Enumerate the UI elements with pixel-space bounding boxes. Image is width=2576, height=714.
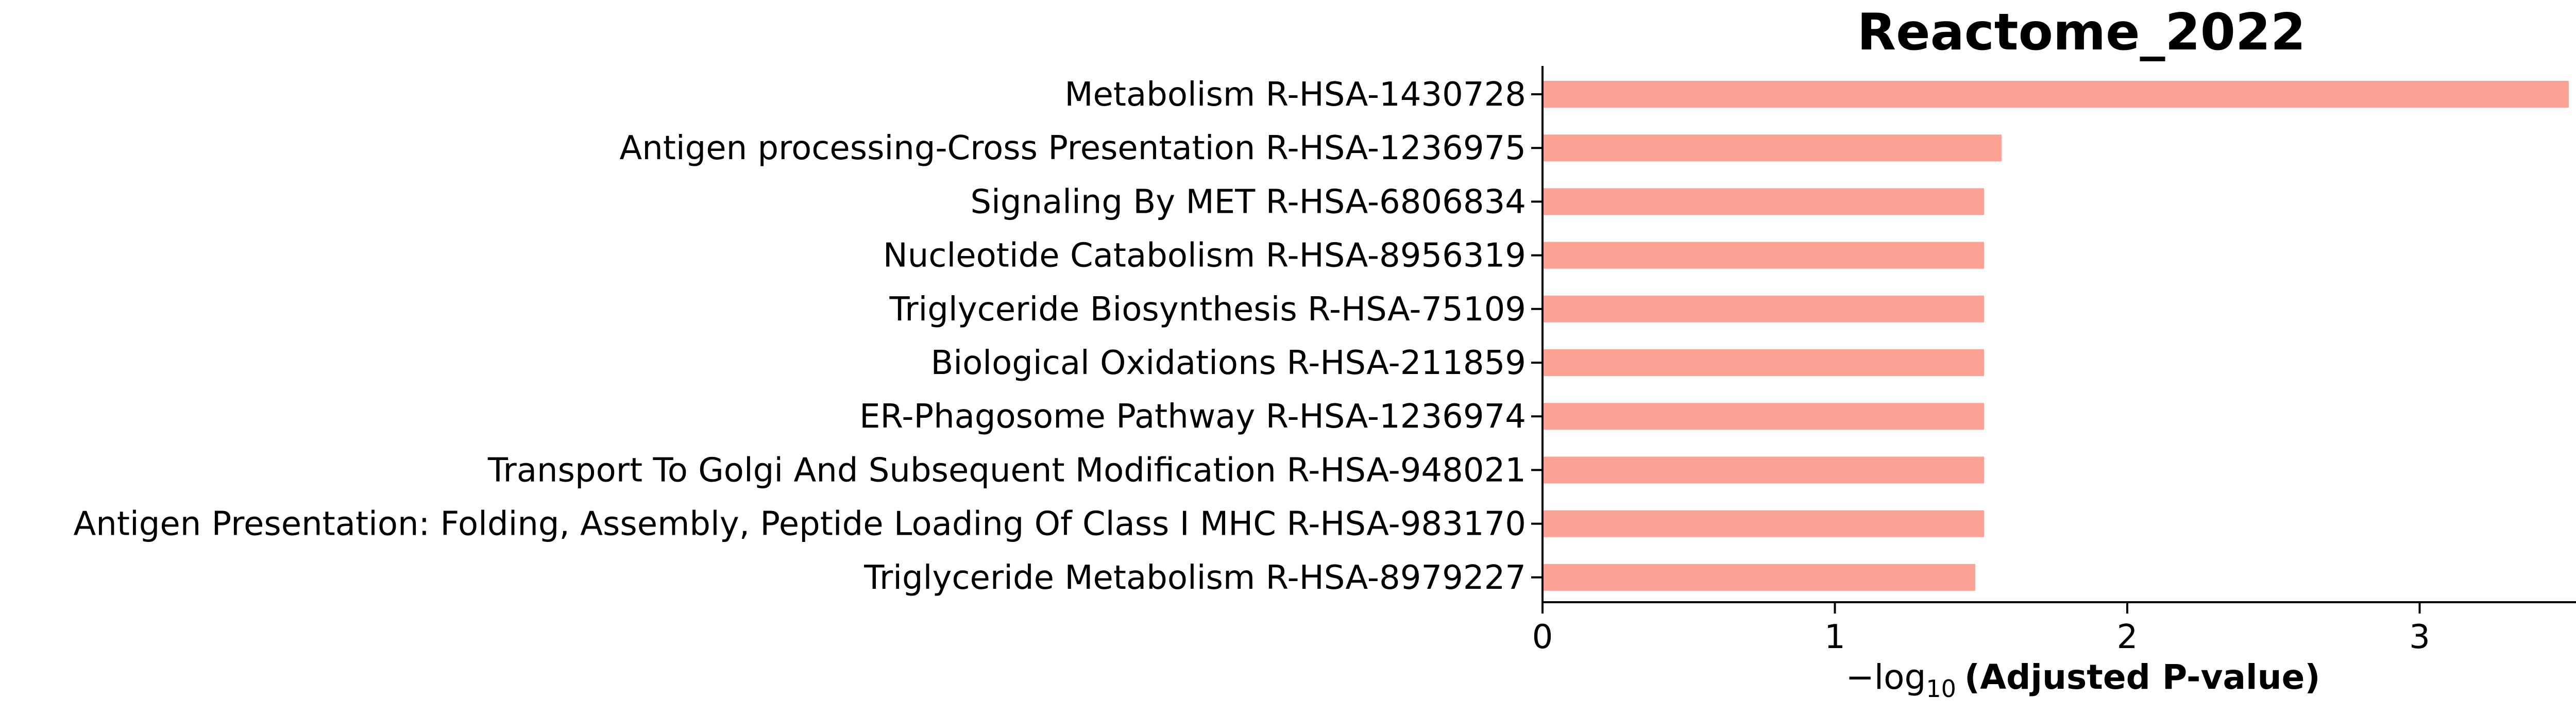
category-label: Signaling By MET R-HSA-6806834 (970, 183, 1526, 221)
x-tick-label: 3 (2409, 618, 2430, 656)
category-label: Triglyceride Metabolism R-HSA-8979227 (863, 559, 1526, 597)
category-labels: Metabolism R-HSA-1430728 Antigen processi… (74, 76, 1543, 597)
category-label: Triglyceride Biosynthesis R-HSA-75109 (889, 291, 1527, 329)
bar (1544, 134, 2002, 162)
category-label: Antigen Presentation: Folding, Assembly,… (74, 505, 1527, 543)
bar (1544, 349, 1984, 376)
chart-title: Reactome_2022 (1857, 3, 2306, 62)
bars-layer (1544, 81, 2569, 591)
bar (1544, 510, 1984, 537)
bar (1544, 242, 1984, 269)
x-axis-label-subscript: 10 (1926, 675, 1956, 703)
x-axis-label-prefix: −log (1845, 657, 1926, 697)
x-tick-label: 0 (1532, 618, 1553, 656)
x-axis-label: −log10 (Adjusted P-value) (1845, 657, 2320, 703)
bar (1544, 81, 2569, 108)
category-label: ER-Phagosome Pathway R-HSA-1236974 (859, 398, 1526, 436)
bar (1544, 188, 1984, 215)
x-ticks: 0 1 2 3 (1532, 602, 2430, 656)
category-label: Antigen processing-Cross Presentation R-… (619, 129, 1526, 167)
x-axis-label-text: (Adjusted P-value) (1964, 657, 2320, 697)
category-label: Biological Oxidations R-HSA-211859 (930, 344, 1526, 382)
category-label: Nucleotide Catabolism R-HSA-8956319 (883, 237, 1526, 275)
bar (1544, 456, 1984, 484)
x-tick-label: 2 (2117, 618, 2138, 656)
x-tick-label: 1 (1824, 618, 1845, 656)
category-label: Transport To Golgi And Subsequent Modifi… (487, 451, 1526, 489)
category-label: Metabolism R-HSA-1430728 (1064, 76, 1526, 114)
bar (1544, 295, 1984, 322)
bar (1544, 403, 1984, 430)
bar (1544, 564, 1975, 591)
